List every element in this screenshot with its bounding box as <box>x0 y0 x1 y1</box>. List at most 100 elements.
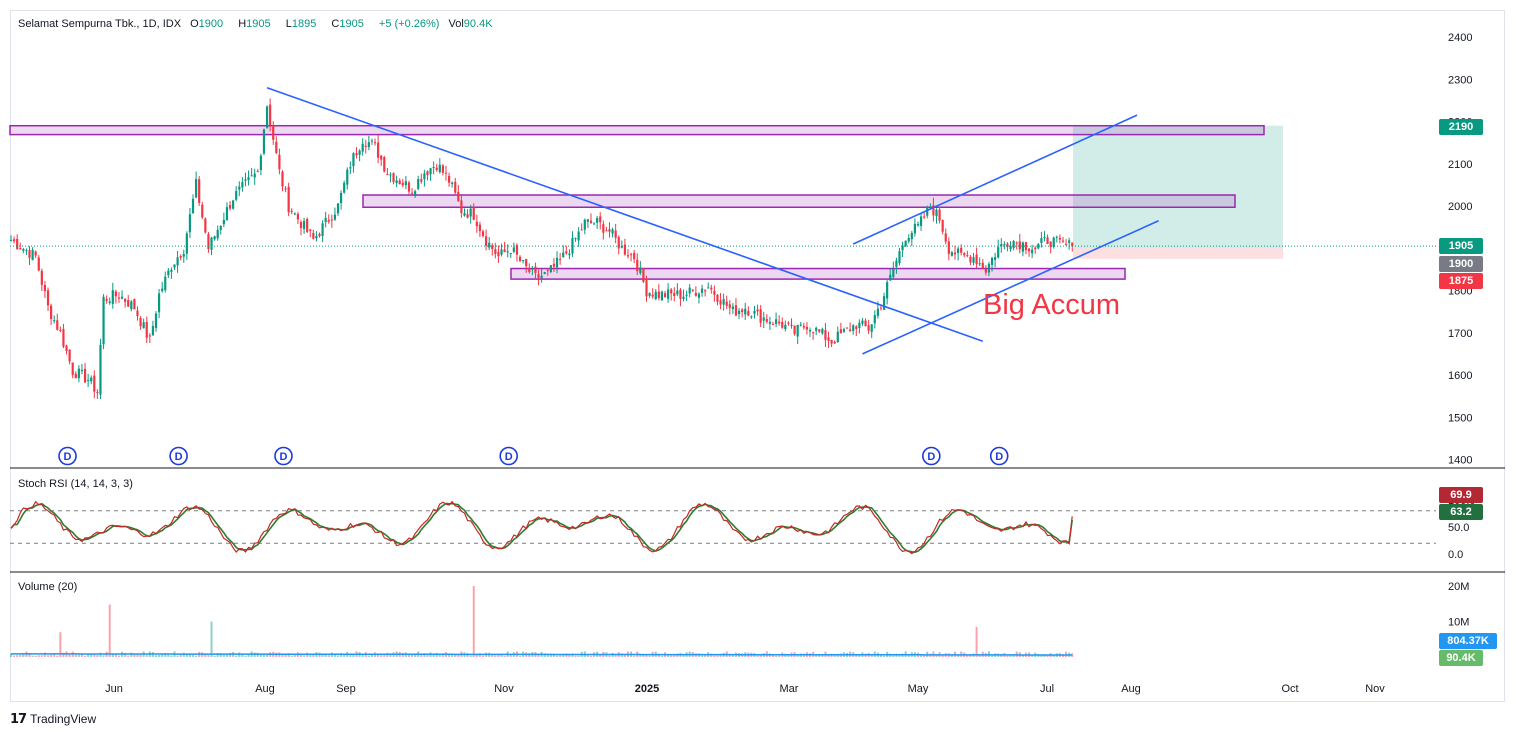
candle-body <box>617 237 620 249</box>
volume-bar <box>907 654 910 657</box>
candle-body <box>40 270 43 285</box>
candle-body <box>812 332 815 334</box>
tradingview-branding[interactable]: 𝟭𝟳 TradingView <box>10 711 96 727</box>
candle-body <box>117 297 121 299</box>
candle-body <box>722 299 725 305</box>
candle-body <box>370 140 374 142</box>
volume-bar <box>1009 655 1012 657</box>
candle-body <box>62 329 65 347</box>
volume-bar <box>438 654 441 657</box>
volume-bar <box>778 655 781 657</box>
candle-body <box>756 309 759 312</box>
dividend-marker <box>989 446 1009 466</box>
candle-body <box>46 290 50 306</box>
volume-bar <box>448 653 451 657</box>
candle-body <box>546 269 549 271</box>
volume-bar <box>10 653 12 657</box>
volume-bar <box>102 655 105 657</box>
volume-bar <box>660 655 663 657</box>
dividend-marker-label: D <box>995 451 1003 463</box>
volume-bar <box>80 653 83 657</box>
volume-bar <box>728 654 731 657</box>
candle-body <box>728 304 731 308</box>
candle-body <box>1021 242 1024 252</box>
volume-bar <box>827 655 830 657</box>
candle-body <box>225 207 229 220</box>
candle-body <box>339 192 343 203</box>
candle-body <box>534 266 537 273</box>
candle-body <box>562 252 565 258</box>
volume-bar <box>787 655 790 657</box>
candle-body <box>667 289 670 299</box>
volume-bar <box>1046 654 1049 657</box>
volume-bar <box>858 654 861 657</box>
volume-bar <box>546 655 549 657</box>
volume-bar <box>247 654 250 657</box>
volume-bar <box>124 652 127 657</box>
candle-body <box>827 337 830 341</box>
candle-body <box>315 235 318 239</box>
candle-body <box>836 331 839 343</box>
candle-body <box>364 145 367 147</box>
volume-bar <box>503 655 506 657</box>
candle-body <box>114 291 117 297</box>
candle-body <box>1052 237 1055 247</box>
candle-body <box>969 256 972 263</box>
candle-body <box>808 330 812 332</box>
channel-upper-line <box>852 114 1138 245</box>
candle-body <box>994 257 997 260</box>
candle-body <box>580 229 583 231</box>
candle-body <box>481 231 485 236</box>
candle-body <box>611 229 614 234</box>
candle-body <box>80 369 84 372</box>
candle-body <box>358 150 361 155</box>
candle-body <box>74 373 77 379</box>
symbol-title: Selamat Sempurna Tbk., 1D, IDX <box>18 18 182 30</box>
candle-body <box>830 339 833 344</box>
volume-bar <box>19 654 22 657</box>
volume-bar <box>818 654 821 657</box>
candle-body <box>626 255 630 257</box>
candle-body <box>216 230 219 239</box>
volume-bar <box>623 653 626 657</box>
candle-body <box>349 167 352 169</box>
volume-bar <box>96 655 99 657</box>
close-value: 1905 <box>339 18 364 30</box>
candle-body <box>355 153 358 156</box>
volume-bar <box>216 653 219 657</box>
volume-bar <box>287 653 290 657</box>
candle-body <box>219 225 222 230</box>
candle-body <box>568 253 571 256</box>
candle-body <box>262 129 266 154</box>
volume-bar <box>259 654 262 657</box>
candle-body <box>873 315 876 324</box>
volume-bar <box>241 654 244 657</box>
candle-body <box>99 344 102 395</box>
candle-body <box>589 220 593 223</box>
candle-body <box>919 216 923 226</box>
volume-bar <box>37 655 40 657</box>
candle-body <box>710 287 713 290</box>
volume-bar <box>432 653 435 657</box>
candle-body <box>198 179 201 203</box>
candle-body <box>688 287 691 294</box>
volume-ma-tag: 804.37K <box>1439 633 1497 649</box>
dividend-marker-label: D <box>175 451 183 463</box>
volume-bar <box>50 654 53 657</box>
candle-body <box>864 320 867 327</box>
volume-bar <box>93 653 96 657</box>
candle-body <box>235 191 238 200</box>
candle-body <box>824 330 827 340</box>
candle-body <box>222 219 225 225</box>
candle-body <box>849 329 852 332</box>
candle-body <box>447 175 451 183</box>
dividend-marker-label: D <box>64 451 72 463</box>
volume-bar <box>411 654 414 657</box>
candle-body <box>167 270 170 276</box>
volume-bar <box>500 654 503 657</box>
price-tick-label: 1400 <box>1448 455 1472 467</box>
candle-body <box>984 268 987 273</box>
candle-body <box>663 293 667 298</box>
time-tick-label: Aug <box>1121 683 1141 695</box>
